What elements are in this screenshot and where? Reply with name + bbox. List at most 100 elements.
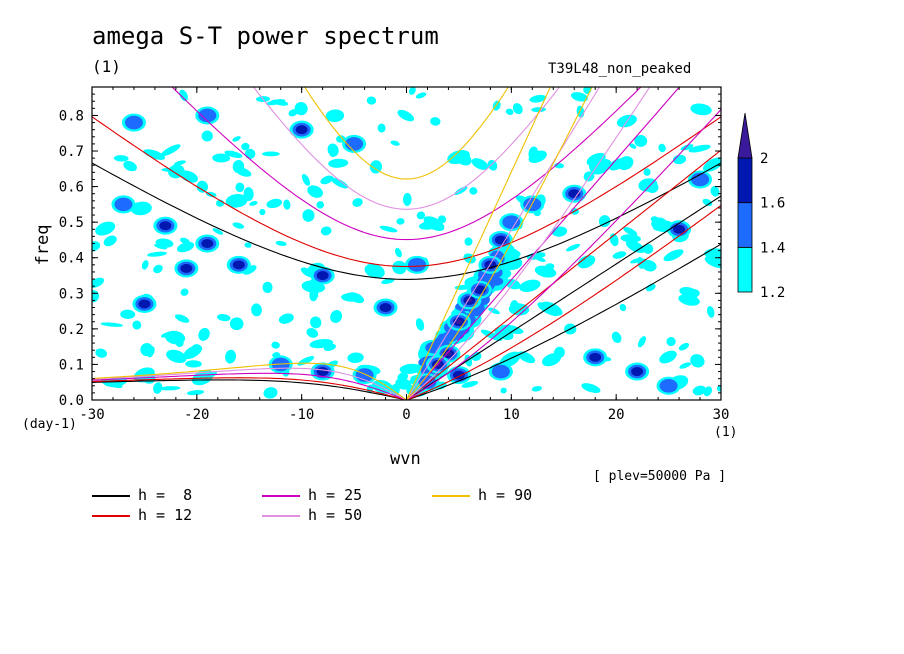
power-contours <box>92 87 721 399</box>
inertia-gravity-curve <box>171 87 642 241</box>
mrg-curve <box>406 87 593 400</box>
x-tick-label: -30 <box>79 407 104 423</box>
power-speckle <box>259 208 266 216</box>
colorbar-label: 1.4 <box>760 240 785 256</box>
power-speckle <box>379 225 398 233</box>
legend-swatch <box>262 515 300 517</box>
inertia-gravity-curve <box>92 162 721 280</box>
dispersion-curves <box>92 87 721 400</box>
power-speckle <box>519 279 541 292</box>
power-speckle <box>147 251 167 257</box>
power-speckle <box>394 247 402 258</box>
power-speckle <box>544 263 555 271</box>
power-speckle <box>180 288 189 296</box>
power-speckle <box>201 130 213 142</box>
power-blob <box>691 172 710 187</box>
power-speckle <box>402 192 412 206</box>
power-blob <box>316 271 329 281</box>
rossby-curve <box>92 362 407 400</box>
power-blob <box>295 125 308 135</box>
colorbar-box <box>737 246 753 293</box>
power-speckle <box>217 314 231 322</box>
y-axis-label: freq <box>33 225 53 266</box>
power-speckle <box>175 338 184 348</box>
power-speckle <box>369 160 383 174</box>
power-speckle <box>535 256 546 262</box>
power-speckle <box>409 87 416 95</box>
kelvin-curve <box>406 87 601 400</box>
power-speckle <box>297 356 315 366</box>
power-blob <box>673 224 686 234</box>
power-speckle <box>634 135 648 147</box>
power-speckle <box>92 290 100 303</box>
y-tick-label: 0.2 <box>59 322 84 338</box>
y-tick-label: 0.8 <box>59 108 84 124</box>
power-speckle <box>638 178 658 192</box>
mrg-curve <box>406 87 651 400</box>
power-speckle <box>263 387 278 399</box>
power-speckle <box>390 140 400 146</box>
power-blob <box>232 260 245 270</box>
power-blob <box>659 378 678 393</box>
colorbar-label: 2 <box>760 151 768 167</box>
power-speckle <box>423 216 445 231</box>
power-speckle <box>320 226 332 236</box>
power-speckle <box>658 143 666 153</box>
power-speckle <box>581 383 601 393</box>
rossby-curve <box>92 367 407 400</box>
power-speckle <box>416 211 426 220</box>
x-axis: -30 -20 -10 0 10 20 30 <box>79 87 729 423</box>
power-speckle <box>480 329 503 341</box>
power-speckle <box>283 199 291 210</box>
y-tick-label: 0.1 <box>59 357 84 373</box>
power-speckle <box>528 146 539 161</box>
power-speckle <box>688 144 711 153</box>
power-blob <box>445 351 452 357</box>
power-speckle <box>185 360 202 368</box>
power-speckle <box>529 94 547 103</box>
kelvin-curve <box>406 149 721 400</box>
power-speckle <box>620 234 641 243</box>
power-speckle <box>710 186 720 197</box>
power-speckle <box>103 235 117 247</box>
inertia-gravity-curve <box>303 87 510 180</box>
power-speckle <box>347 352 364 363</box>
y-tick-label: 0.5 <box>59 215 84 231</box>
power-speckle <box>415 92 427 99</box>
power-speckle <box>629 143 637 149</box>
power-speckle <box>147 346 155 358</box>
power-speckle <box>623 227 638 236</box>
power-speckle <box>637 336 647 348</box>
legend-swatch <box>432 495 470 497</box>
power-speckle <box>488 307 500 315</box>
power-speckle <box>232 136 241 142</box>
power-speckle <box>212 228 224 235</box>
y-tick-label: 0.0 <box>59 393 84 409</box>
power-blob <box>502 215 521 229</box>
mrg-curve <box>406 243 721 400</box>
power-speckle <box>186 390 205 396</box>
power-speckle <box>542 353 562 367</box>
power-speckle <box>310 316 322 329</box>
power-speckle <box>179 89 188 102</box>
power-speckle <box>461 381 479 388</box>
power-speckle <box>275 240 287 246</box>
power-speckle <box>612 251 627 259</box>
power-speckle <box>454 151 472 166</box>
power-speckle <box>143 149 166 160</box>
power-speckle <box>707 306 715 318</box>
power-speckle <box>666 337 676 347</box>
power-speckle <box>95 348 108 358</box>
power-speckle <box>692 385 707 396</box>
legend-label: h = 90 <box>478 486 533 504</box>
power-speckle <box>464 237 473 246</box>
legend-label: h = 8 <box>138 486 193 504</box>
power-speckle <box>229 317 244 331</box>
power-speckle <box>630 257 643 264</box>
power-speckle <box>500 387 507 394</box>
power-speckle <box>261 151 280 157</box>
power-blob <box>568 189 581 199</box>
power-speckle <box>364 263 385 279</box>
power-blob <box>159 221 172 231</box>
power-speckle <box>366 96 377 105</box>
